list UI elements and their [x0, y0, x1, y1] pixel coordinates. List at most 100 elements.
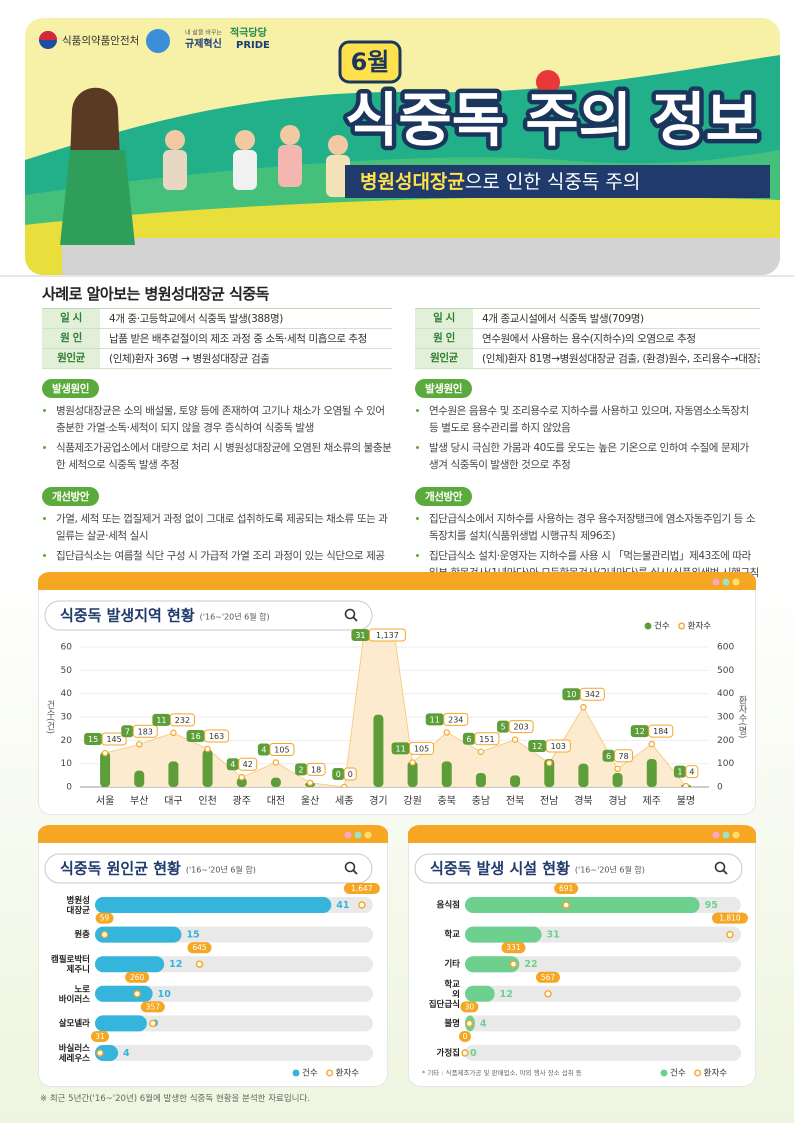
label-badge — [332, 768, 345, 780]
label-badge — [673, 765, 686, 778]
point — [509, 960, 518, 968]
category-line: 바이러스 — [59, 993, 90, 1004]
data-label: 203 — [513, 723, 528, 732]
data-label: 30 — [465, 1002, 475, 1011]
track — [465, 1045, 741, 1061]
data-label: 163 — [209, 732, 224, 741]
category-line: 바실러스 — [59, 1043, 90, 1054]
category-line: 병원성 — [67, 895, 90, 906]
title-pill — [44, 853, 373, 884]
month: 6월 — [351, 48, 390, 76]
legend-marker — [694, 1069, 702, 1077]
label-badge — [711, 912, 748, 924]
label-badge — [351, 629, 370, 641]
chart-subtitle: ('16~'20년 6월 합) — [200, 612, 270, 622]
data-label: 10 — [158, 989, 172, 1000]
line — [104, 635, 687, 787]
data-label: 103 — [551, 742, 566, 751]
row-label: 일 시 — [42, 309, 100, 328]
track — [465, 1015, 741, 1032]
dot — [732, 831, 740, 839]
y-tick-label: 0 — [66, 783, 72, 793]
x-tick-label: 충북 — [438, 795, 456, 807]
bar — [100, 752, 111, 787]
category-label: 기타 — [444, 959, 460, 970]
org: 식품의약품안전처 — [62, 35, 139, 47]
label-badge — [84, 733, 103, 745]
legend-marker — [678, 622, 686, 630]
data-label: 342 — [585, 690, 600, 699]
chart-title: 식중독 발생 시설 현황 — [430, 860, 570, 878]
point — [511, 736, 519, 743]
case: 일 시 4개 중·고등학교에서 식중독 발생(388명) 원 인 납품 받은 배추겉절… — [42, 308, 392, 568]
point — [580, 703, 587, 711]
data-label: 1,137 — [376, 631, 399, 640]
legend-marker — [292, 1069, 300, 1077]
data-label: 22 — [524, 959, 537, 970]
y-axis-title: 건수(건) — [45, 700, 55, 734]
label-badge — [508, 720, 534, 734]
bullet-list: 가열, 세척 또는 껍질제거 과정 없이 그대로 섭취하도록 제공되는 채소류 … — [42, 511, 392, 565]
legend-label: 건수 — [670, 1068, 686, 1079]
label-badge — [425, 713, 444, 726]
point — [682, 782, 690, 787]
x-tick-label: 제주 — [643, 795, 661, 807]
section-heading: 개선방안 — [42, 487, 100, 506]
x-tick-label: 인천 — [198, 795, 216, 807]
category-line: 캠필로박터 — [51, 954, 90, 965]
data-label: 16 — [190, 732, 200, 741]
label-badge — [579, 687, 605, 701]
label-badge — [204, 729, 230, 743]
label-badge — [343, 883, 380, 894]
bar — [646, 759, 657, 787]
x-tick-label: 대구 — [164, 795, 182, 807]
case-table: 일 시 4개 종교시설에서 식중독 발생(709명) 원 인 연수원에서 사용하는 용… — [415, 308, 760, 369]
row-label: 원 인 — [415, 329, 473, 348]
label-badge — [140, 1001, 165, 1013]
x-tick-label: 불명 — [677, 795, 695, 807]
category-line: 학교 — [444, 978, 460, 989]
row-label: 일 시 — [415, 309, 473, 328]
data-label: 12 — [169, 959, 182, 970]
subtitle: 병원성대장균으로 인한 식중독 주의 — [360, 171, 640, 193]
point — [101, 749, 109, 757]
chart: 식중독 원인균 현황 ('16~'20년 6월 합) 병원성 대장균 411,647 원충… — [38, 825, 388, 1087]
data-label: 4 — [480, 1018, 487, 1029]
data-label: 0 — [348, 770, 353, 779]
label-badge — [238, 757, 258, 771]
footnote: ※ 최근 5년간('16~'20년) 6월에 발생한 식중독 현황을 분석한 자… — [40, 1094, 310, 1104]
track — [95, 956, 373, 973]
search-icon — [722, 869, 728, 875]
point — [477, 748, 485, 755]
row-text: 4개 중·고등학교에서 식중독 발생(388명) — [109, 313, 283, 325]
point — [544, 990, 552, 998]
row-text: 4개 종교시설에서 식중독 발생(709명) — [482, 313, 644, 325]
label-badge — [132, 724, 158, 738]
bar — [407, 761, 418, 787]
bar — [441, 761, 452, 787]
label-badge — [459, 1031, 471, 1042]
point — [96, 1049, 104, 1057]
bar — [95, 985, 153, 1002]
bar — [475, 773, 486, 787]
section-heading: 발생원인 — [415, 379, 473, 398]
x-tick-label: 광주 — [233, 795, 251, 807]
point — [306, 779, 314, 786]
legend-label: 환자수 — [704, 1068, 728, 1079]
data-label: 105 — [274, 746, 289, 755]
subtitle-highlight: 병원성대장균 — [360, 171, 465, 193]
label-badge — [443, 712, 469, 726]
data-label: 11 — [430, 715, 440, 724]
label-badge — [630, 725, 649, 738]
y2-tick-label: 600 — [717, 643, 734, 653]
row-text: 납품 받은 배추겉절이의 제조 과정 중 소독·세척 미흡으로 추정 — [109, 333, 367, 345]
category-label: 노로 바이러스 — [59, 984, 90, 1004]
bar — [95, 897, 332, 913]
dot — [722, 578, 730, 586]
data-label: 7 — [125, 727, 130, 736]
search-icon — [352, 869, 358, 875]
point — [546, 759, 553, 767]
point — [409, 759, 416, 766]
title-pill — [44, 600, 373, 631]
dot — [722, 831, 730, 839]
